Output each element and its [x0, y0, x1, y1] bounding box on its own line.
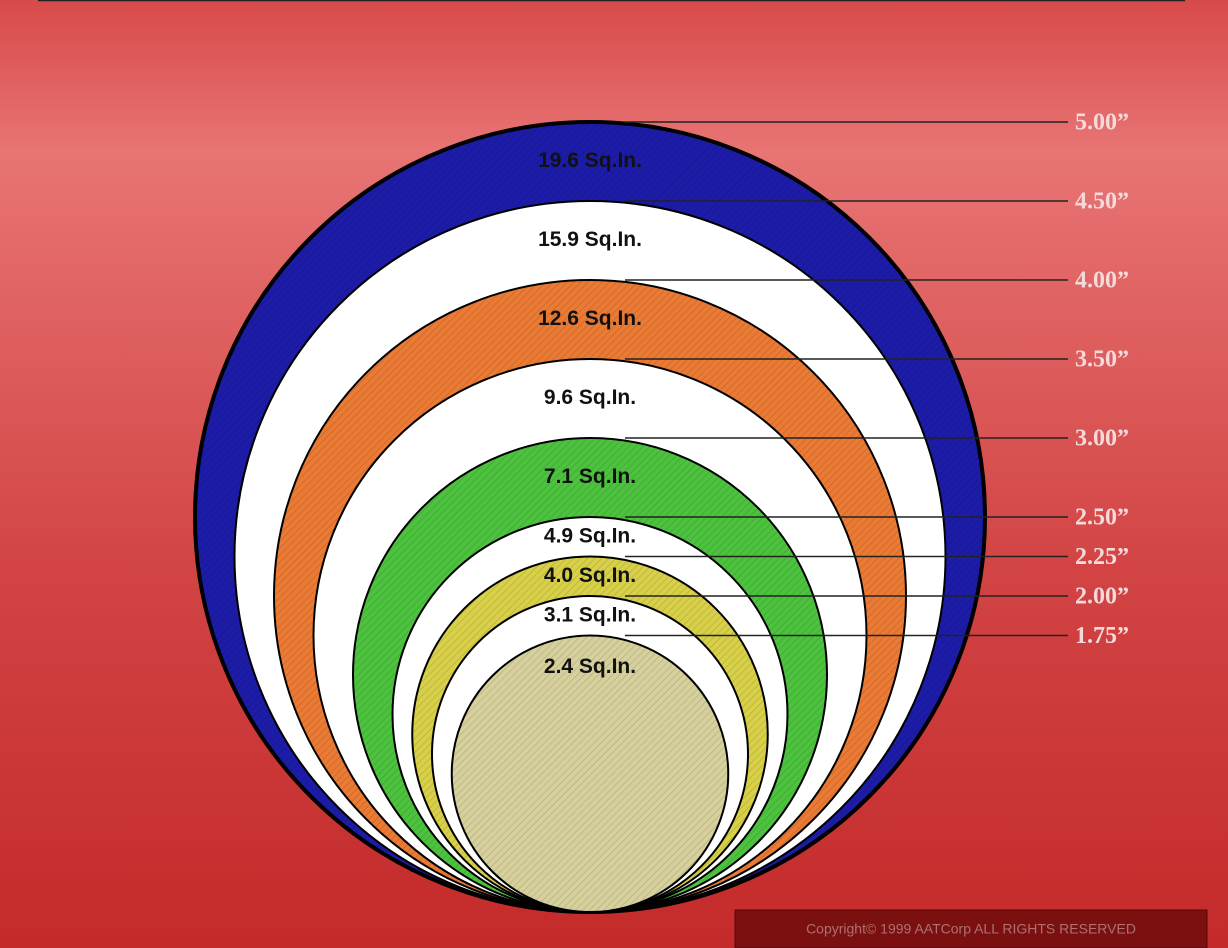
area-label: 19.6 Sq.In.: [538, 149, 642, 172]
area-label: 12.6 Sq.In.: [538, 307, 642, 330]
area-label: 2.4 Sq.In.: [544, 655, 636, 678]
area-label: 9.6 Sq.In.: [544, 386, 636, 409]
copyright: Copyright© 1999 AATCorp ALL RIGHTS RESER…: [806, 921, 1136, 937]
area-label: 4.9 Sq.In.: [544, 524, 636, 547]
diameter-label: 2.25”: [1075, 544, 1129, 570]
area-label: 7.1 Sq.In.: [544, 465, 636, 488]
area-label: 15.9 Sq.In.: [538, 228, 642, 251]
labels: 5.00” 19.6 Sq.In. 4.50” 15.9 Sq.In. 4.00” 12.…: [538, 110, 1129, 679]
diameter-label: 4.00”: [1075, 268, 1129, 294]
diameter-label: 3.50”: [1075, 347, 1129, 373]
area-label: 4.0 Sq.In.: [544, 564, 636, 587]
ring-hatch: [451, 635, 729, 912]
diameter-label: 1.75”: [1075, 623, 1129, 649]
copyright-box: [734, 909, 1208, 948]
diameter-label: 2.50”: [1075, 505, 1129, 531]
diameter-label: 4.50”: [1075, 189, 1129, 215]
diameter-label: 5.00”: [1075, 110, 1129, 136]
diameter-label: 2.00”: [1075, 584, 1129, 610]
area-label: 3.1 Sq.In.: [544, 603, 636, 626]
diameter-label: 3.00”: [1075, 426, 1129, 452]
